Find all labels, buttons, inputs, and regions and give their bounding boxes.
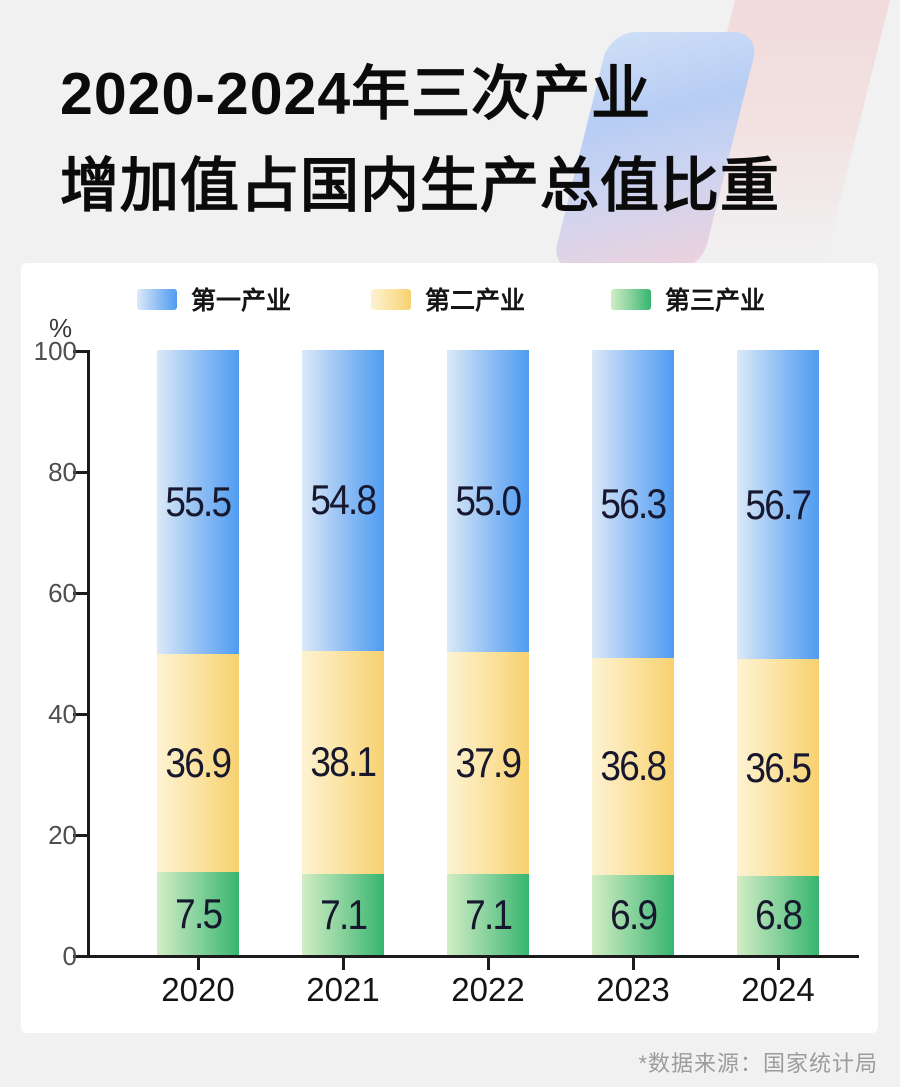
bar-value-label-secondary-2021: 38.1 — [310, 738, 378, 786]
bar-value-label-primary-2024: 56.7 — [745, 480, 813, 528]
y-tick-label-60: 60 — [48, 578, 77, 608]
x-axis-line — [87, 955, 859, 958]
page-title-line2: 增加值占国内生产总值比重 — [60, 153, 781, 219]
bar-segment-primary-2020: 55.5 — [157, 350, 239, 655]
y-tick-mark-100 — [73, 350, 87, 353]
legend-item-secondary: 第二产业 — [371, 285, 525, 315]
y-tick-mark-40 — [73, 713, 87, 716]
bar-segment-secondary-2020: 36.9 — [157, 654, 239, 873]
x-category-label-2022: 2022 — [451, 971, 525, 1008]
y-tick-label-40: 40 — [48, 699, 77, 729]
x-category-label-2020: 2020 — [161, 971, 235, 1008]
page-title: 2020-2024年三次产业 增加值占国内生产总值比重 — [60, 48, 780, 232]
page-title-line1: 2020-2024年三次产业 — [60, 61, 652, 127]
legend-label-secondary: 第二产业 — [425, 287, 526, 315]
y-tick-label-0: 0 — [62, 941, 77, 971]
bar-segment-tertiary-2020: 7.5 — [157, 872, 239, 955]
bar-segment-tertiary-2022: 7.1 — [447, 874, 529, 955]
bar-segment-tertiary-2021: 7.1 — [302, 874, 384, 955]
x-tick-mark-2020 — [196, 958, 200, 970]
legend-label-primary: 第一产业 — [191, 287, 292, 315]
y-tick-mark-80 — [73, 471, 87, 474]
x-category-label-2021: 2021 — [306, 971, 380, 1008]
bar-segment-tertiary-2023: 6.9 — [592, 875, 674, 955]
bar-value-label-tertiary-2021: 7.1 — [319, 890, 368, 938]
stacked-bar-2020: 55.5 36.9 7.5 — [157, 350, 239, 955]
bar-value-label-primary-2023: 56.3 — [600, 479, 668, 527]
bar-segment-secondary-2022: 37.9 — [447, 651, 529, 875]
x-tick-mark-2023 — [631, 958, 635, 970]
y-tick-mark-60 — [73, 592, 87, 595]
bar-value-label-tertiary-2024: 6.8 — [754, 891, 803, 939]
bar-value-label-secondary-2023: 36.8 — [600, 742, 668, 790]
x-tick-mark-2022 — [486, 958, 490, 970]
stacked-bar-2021: 54.8 38.1 7.1 — [302, 350, 384, 955]
bar-segment-primary-2024: 56.7 — [737, 350, 819, 660]
bar-value-label-primary-2020: 55.5 — [165, 478, 233, 526]
legend-label-tertiary: 第三产业 — [665, 287, 766, 315]
bar-segment-secondary-2021: 38.1 — [302, 650, 384, 875]
stacked-bar-2022: 55.0 37.9 7.1 — [447, 350, 529, 955]
x-tick-mark-2024 — [776, 958, 780, 970]
bar-value-label-primary-2022: 55.0 — [455, 476, 523, 524]
x-category-label-2024: 2024 — [741, 971, 815, 1008]
y-tick-label-80: 80 — [48, 457, 77, 487]
y-tick-mark-20 — [73, 834, 87, 837]
bar-value-label-secondary-2024: 36.5 — [745, 743, 813, 791]
bar-segment-primary-2021: 54.8 — [302, 350, 384, 651]
stacked-bar-2024: 56.7 36.5 6.8 — [737, 350, 819, 955]
bar-segment-primary-2023: 56.3 — [592, 350, 674, 658]
legend-swatch-primary — [137, 288, 177, 310]
bar-value-label-tertiary-2022: 7.1 — [464, 890, 513, 938]
legend-swatch-secondary — [371, 288, 411, 310]
legend-item-primary: 第一产业 — [137, 285, 291, 315]
y-tick-mark-0 — [73, 955, 87, 958]
y-tick-label-20: 20 — [48, 820, 77, 850]
bar-value-label-secondary-2022: 37.9 — [455, 738, 523, 786]
legend-swatch-tertiary — [611, 288, 651, 310]
bar-value-label-primary-2021: 54.8 — [310, 476, 378, 524]
bar-segment-secondary-2024: 36.5 — [737, 659, 819, 876]
legend-item-tertiary: 第三产业 — [611, 285, 765, 315]
bar-value-label-secondary-2020: 36.9 — [165, 739, 233, 787]
data-source-note: *数据来源：国家统计局 — [638, 1051, 878, 1076]
x-tick-mark-2021 — [341, 958, 345, 970]
chart-card: 第一产业 第二产业 第三产业 % 100 80 60 40 20 0 55.5 36.9 7.5 5… — [21, 263, 878, 1033]
bar-segment-primary-2022: 55.0 — [447, 350, 529, 652]
bar-value-label-tertiary-2020: 7.5 — [174, 889, 223, 937]
bar-segment-secondary-2023: 36.8 — [592, 657, 674, 876]
bar-segment-tertiary-2024: 6.8 — [737, 875, 819, 955]
x-category-label-2023: 2023 — [596, 971, 670, 1008]
y-axis-unit-label: % — [49, 313, 73, 343]
y-tick-label-100: 100 — [33, 336, 77, 366]
stacked-bar-2023: 56.3 36.8 6.9 — [592, 350, 674, 955]
y-axis-line — [87, 350, 90, 958]
bar-value-label-tertiary-2023: 6.9 — [609, 891, 658, 939]
